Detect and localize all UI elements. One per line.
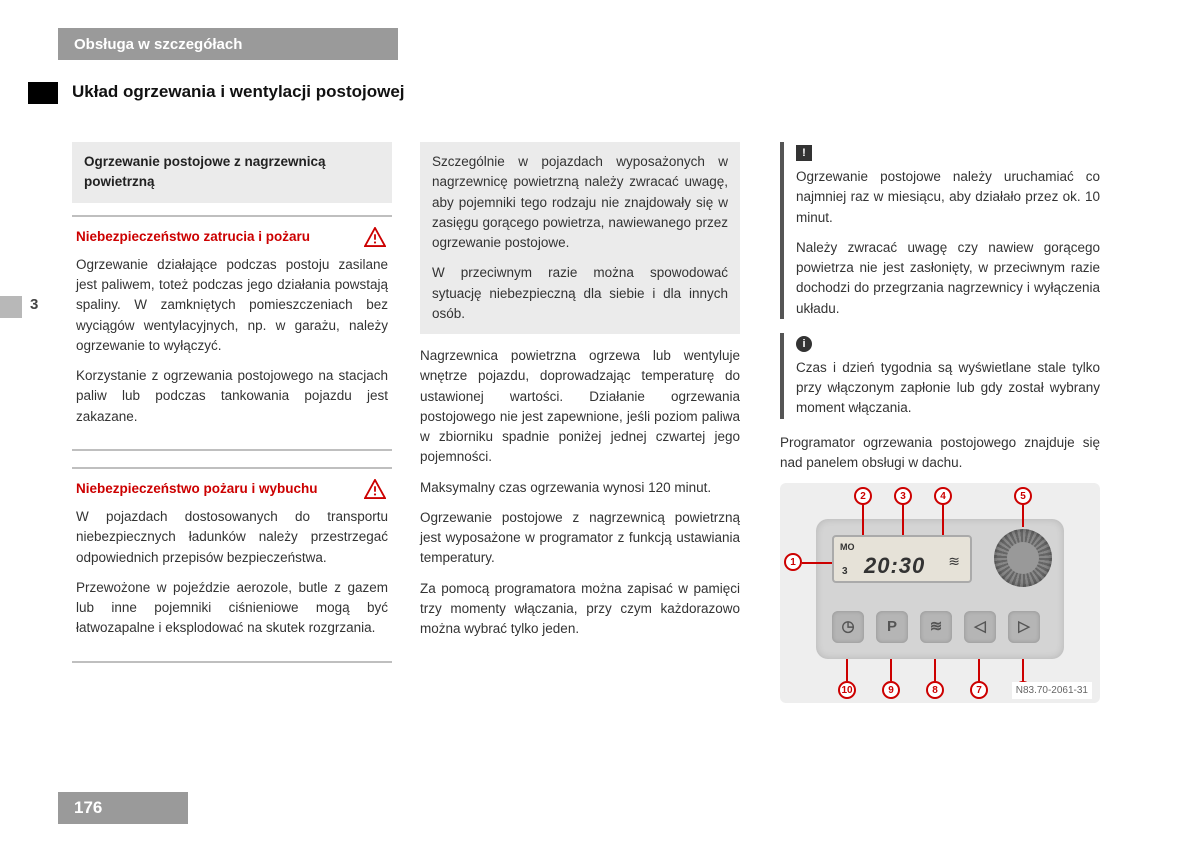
lcd-day: MO — [840, 541, 855, 555]
programmer-panel: MO 3 20:30 ≋ ◷ P ≋ ◁ ▷ — [816, 519, 1064, 659]
left-arrow-button: ◁ — [964, 611, 996, 643]
lcd-preset-number: 3 — [842, 564, 848, 579]
col2-p1: Nagrzewnica powietrzna ogrzewa lub wenty… — [420, 346, 740, 468]
leader-5 — [1022, 505, 1024, 527]
leader-3 — [902, 505, 904, 535]
section-title: Układ ogrzewania i wentylacji postojowej — [72, 82, 405, 102]
chapter-number: 3 — [30, 296, 38, 313]
col2-info-box: Szczególnie w pojazdach wyposażonych w n… — [420, 142, 740, 334]
column-3: ! Ogrzewanie postojowe należy uruchamiać… — [780, 142, 1100, 703]
warning-box-1: Niebezpieczeństwo zatrucia i pożaru Ogrz… — [72, 215, 392, 451]
leader-9 — [890, 659, 892, 681]
warning-1-title: Niebezpieczeństwo zatrucia i pożaru — [76, 227, 388, 247]
warning-1-p1: Ogrzewanie działające podczas postoju za… — [76, 255, 388, 356]
leader-10 — [846, 659, 848, 681]
warning-triangle-icon — [364, 479, 386, 499]
col3-p1: Programator ogrzewania postojowego znajd… — [780, 433, 1100, 474]
col2-p4: Za pomocą programatora można zapisać w p… — [420, 579, 740, 640]
col2-box-p1: Szczególnie w pojazdach wyposażonych w n… — [432, 152, 728, 253]
warning-1-p2: Korzystanie z ogrzewania postojowego na … — [76, 366, 388, 427]
callout-1: 1 — [784, 553, 802, 571]
warning-2-title: Niebezpieczeństwo pożaru i wybuchu — [76, 479, 388, 499]
exclamation-icon: ! — [796, 145, 812, 161]
leader-1 — [802, 562, 832, 564]
info-section-2: i Czas i dzień tygodnia są wyświetlane s… — [780, 333, 1100, 419]
callout-3: 3 — [894, 487, 912, 505]
chapter-heading: Obsługa w szczegółach — [58, 28, 398, 60]
temperature-dial — [994, 529, 1052, 587]
callout-10: 10 — [838, 681, 856, 699]
chapter-number-highlight — [0, 296, 22, 318]
subheading-box: Ogrzewanie postojowe z nagrzewnicą powie… — [72, 142, 392, 203]
callout-4: 4 — [934, 487, 952, 505]
heater-programmer-diagram: MO 3 20:30 ≋ ◷ P ≋ ◁ ▷ 2 3 4 5 1 10 9 8 — [780, 483, 1100, 703]
clock-button: ◷ — [832, 611, 864, 643]
callout-7: 7 — [970, 681, 988, 699]
lcd-display: MO 3 20:30 ≋ — [832, 535, 972, 583]
callout-8: 8 — [926, 681, 944, 699]
leader-6 — [1022, 659, 1024, 681]
info-section-1: ! Ogrzewanie postojowe należy uruchamiać… — [780, 142, 1100, 319]
info1-p1: Ogrzewanie postojowe należy uruchamiać c… — [796, 167, 1100, 228]
callout-2: 2 — [854, 487, 872, 505]
lcd-time: 20:30 — [864, 549, 925, 582]
callout-5: 5 — [1014, 487, 1032, 505]
lcd-heat-icon: ≋ — [948, 551, 960, 572]
side-tab-marker — [28, 82, 58, 104]
page-number: 176 — [58, 792, 188, 824]
info-icon: i — [796, 336, 812, 352]
warning-triangle-icon — [364, 227, 386, 247]
leader-8 — [934, 659, 936, 681]
col2-box-p2: W przeciwnym razie można spowodować sytu… — [432, 263, 728, 324]
leader-7 — [978, 659, 980, 681]
leader-4 — [942, 505, 944, 535]
info2-p1: Czas i dzień tygodnia są wyświetlane sta… — [796, 358, 1100, 419]
leader-2 — [862, 505, 864, 535]
warning-2-p1: W pojazdach dostosowanych do transportu … — [76, 507, 388, 568]
info1-p2: Należy zwracać uwagę czy nawiew gorącego… — [796, 238, 1100, 319]
column-1: Ogrzewanie postojowe z nagrzewnicą powie… — [72, 142, 392, 679]
subheading-text: Ogrzewanie postojowe z nagrzewnicą powie… — [84, 152, 380, 193]
warning-2-p2: Przewożone w pojeździe aerozole, butle z… — [76, 578, 388, 639]
callout-9: 9 — [882, 681, 900, 699]
col2-p3: Ogrzewanie postojowe z nagrzewnicą powie… — [420, 508, 740, 569]
diagram-reference-label: N83.70-2061-31 — [1012, 682, 1092, 699]
program-button: P — [876, 611, 908, 643]
right-arrow-button: ▷ — [1008, 611, 1040, 643]
warning-box-2: Niebezpieczeństwo pożaru i wybuchu W poj… — [72, 467, 392, 663]
column-2: Szczególnie w pojazdach wyposażonych w n… — [420, 142, 740, 649]
heat-button: ≋ — [920, 611, 952, 643]
col2-p2: Maksymalny czas ogrzewania wynosi 120 mi… — [420, 478, 740, 498]
